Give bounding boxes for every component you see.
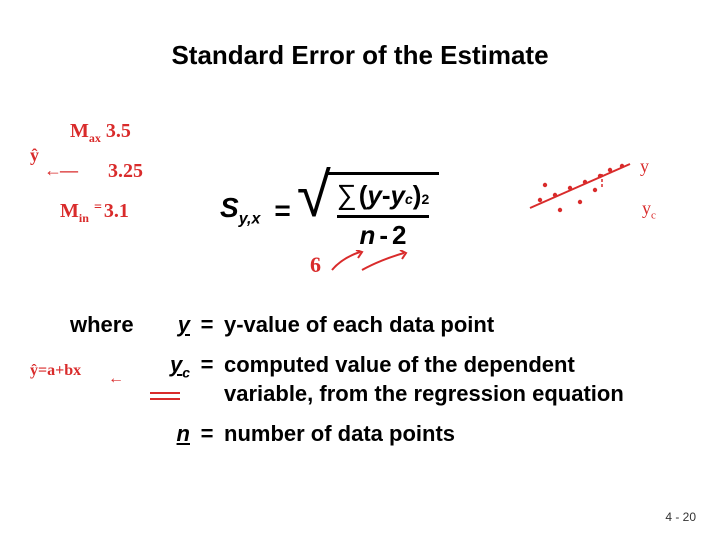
def-text: computed value of the dependent variable… <box>224 350 654 409</box>
sqrt-icon: √ <box>297 171 331 221</box>
formula-denominator: n-2 <box>359 218 406 251</box>
def-row-n: n = number of data points <box>70 419 654 449</box>
def-equals: = <box>190 350 224 409</box>
slide-number: 4 - 20 <box>665 510 696 524</box>
scatter-sketch: y yc <box>530 160 650 245</box>
definitions: where y = y-value of each data point yc … <box>70 310 654 459</box>
handwritten-yhat: ŷ <box>30 145 39 166</box>
slide-title: Standard Error of the Estimate <box>0 40 720 71</box>
equals-sign: = <box>274 195 290 227</box>
def-equals: = <box>190 419 224 449</box>
handwritten-max: Max 3.5 <box>70 120 131 146</box>
handwritten-underline-icon <box>150 398 180 400</box>
def-row-y: where y = y-value of each data point <box>70 310 654 340</box>
handwritten-arrow: ←— <box>44 160 76 181</box>
handwritten-six: 6 <box>310 252 321 278</box>
scatter-yc-label: yc <box>642 198 656 222</box>
def-text: y-value of each data point <box>224 310 494 340</box>
handwritten-underline-icon <box>150 392 180 394</box>
formula-lhs: Sy,x <box>220 192 260 229</box>
radical: √ ∑(y - yc)2 n-2 <box>297 170 440 251</box>
formula: Sy,x = √ ∑(y - yc)2 n-2 <box>220 170 439 251</box>
def-symbol: y <box>150 310 190 340</box>
handwritten-min-eq: = <box>94 200 102 216</box>
handwritten-regression-eq: ŷ=a+bx <box>30 362 81 380</box>
sigma-icon: ∑ <box>337 179 357 211</box>
handwritten-mid: 3.25 <box>108 160 143 183</box>
def-equals: = <box>190 310 224 340</box>
where-label: where <box>70 310 150 340</box>
handwritten-regression-arrow-icon: ← <box>108 370 124 388</box>
def-symbol: n <box>150 419 190 449</box>
def-text: number of data points <box>224 419 455 449</box>
scatter-y-label: y <box>640 156 649 177</box>
def-symbol: yc <box>150 350 190 409</box>
formula-numerator: ∑(y - yc)2 <box>337 179 430 218</box>
def-row-yc: yc = computed value of the dependent var… <box>70 350 654 409</box>
handwritten-arrow-icon <box>360 250 410 280</box>
